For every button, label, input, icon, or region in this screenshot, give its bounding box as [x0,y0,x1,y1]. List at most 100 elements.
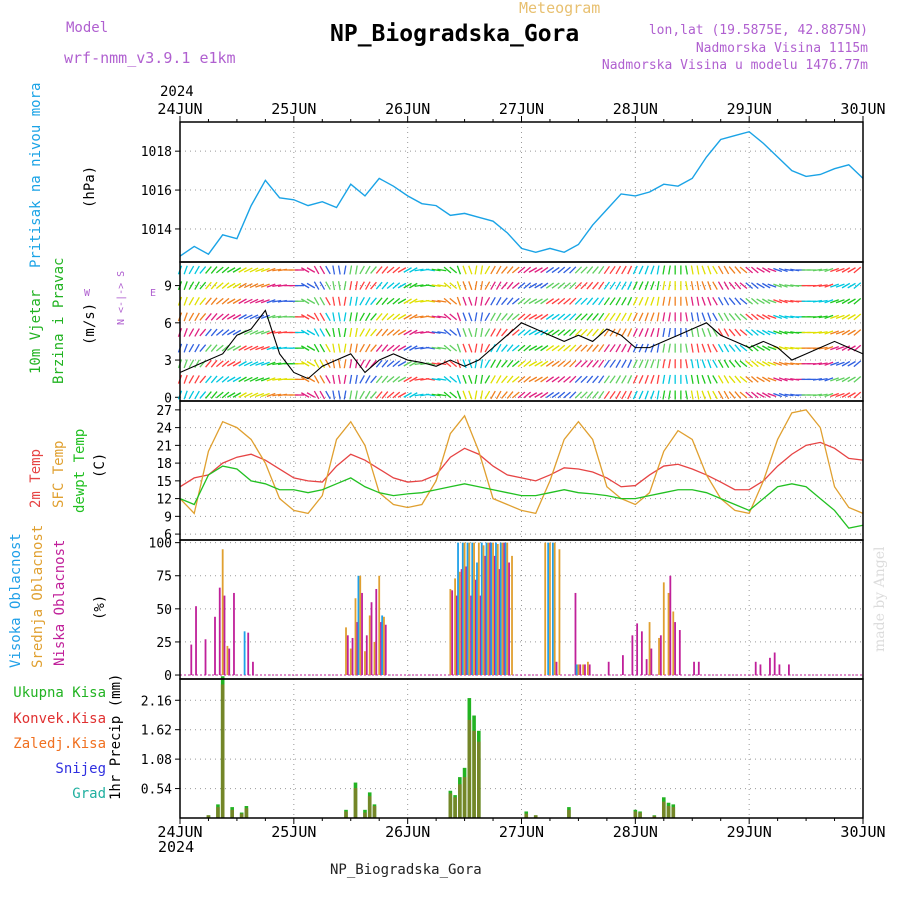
wind-arrow [615,328,622,337]
wind-arrow [375,359,383,368]
y-tick-label: 1018 [141,145,172,160]
wind-arrow [232,345,242,351]
wind-arrow [627,296,633,306]
wind-arrow [603,390,610,400]
lonlat-text: lon,lat (19.5875E, 42.8875N) [648,23,868,38]
wind-arrow [574,328,583,337]
wind-arrow [812,268,823,272]
wind-arrow [580,391,588,399]
wind-arrow [563,391,571,399]
wind-arrow [668,265,671,275]
conv-precip-bar [661,801,666,818]
high-cloud-bar [504,542,507,676]
wind-arrow [199,328,207,337]
wind-arrow [199,281,207,290]
wind-arrow [365,359,371,368]
wind-arrow [773,283,783,288]
wind-arrow [359,281,365,290]
wind-arrow [210,328,218,337]
wind-arrow [534,392,543,398]
wind-arrow [365,297,371,306]
wind-arrow [194,328,200,337]
wind-arrow [337,312,341,322]
wind-arrow [517,313,526,321]
wind-arrow [750,282,759,290]
wind-arrow [332,343,336,353]
wind-arrow [528,282,538,289]
wind-arrow [734,344,742,352]
mid-cloud-bar [449,588,452,676]
wind-arrow [534,360,543,367]
wind-arrow [381,281,389,290]
mid-cloud-bar [587,661,589,676]
wind-arrow [194,390,200,400]
conv-precip-bar [462,777,467,818]
wind-arrow [750,375,759,383]
wind-arrow [243,267,253,273]
wind-arrow [319,297,326,306]
wind-arrow [392,375,401,383]
wind-arrow [696,390,700,400]
wind-arrow [728,359,736,368]
mid-cloud-bar [582,664,585,676]
low-cloud-bar [574,592,577,676]
wind-arrow [812,315,823,319]
mid-cloud-bar [477,542,480,676]
wind-arrow [644,312,649,322]
wind-arrow [662,359,666,369]
wind-arrow [332,390,336,400]
wind-arrow [381,297,389,306]
wind-arrow [540,282,549,289]
wind-arrow [392,266,401,274]
wind-arrow [501,281,508,290]
wind-arrow [734,391,742,399]
wind-arrow [835,345,845,351]
wind-arrow [569,313,577,321]
wind-arrow [313,265,320,275]
wind-arrow [517,391,526,399]
wind-arrow [569,360,577,368]
wind-arrow [392,391,401,399]
wind-arrow [300,360,310,367]
wind-arrow [325,312,331,322]
wind-arrow [551,313,560,320]
wind-arrow [249,392,259,398]
wind-arrow [381,359,389,368]
wind-arrow [818,268,828,272]
wind-arrow [392,344,401,352]
wind-arrow [495,328,502,337]
wind-arrow [847,360,856,367]
wind-arrow [621,375,627,384]
wind-arrow [627,390,633,400]
wind-arrow [414,393,424,397]
conv-precip-bar [477,741,481,818]
wind-arrow [506,359,514,368]
wind-arrow [824,267,834,273]
wind-arrow [569,328,577,337]
wind-arrow [449,391,458,399]
wind-arrow [668,374,671,384]
wind-arrow [668,281,671,291]
wind-arrow [425,331,435,334]
wind-arrow [403,329,412,336]
wind-arrow [232,392,242,398]
wind-arrow [349,374,353,384]
wind-arrow [238,376,247,383]
wind-arrow [569,344,577,352]
wind-arrow [409,282,418,289]
wind-arrow [609,328,616,337]
wind-arrow [359,265,365,275]
wind-arrow [778,377,788,382]
wind-arrow [511,344,520,352]
wind-arrow [830,361,839,366]
low-cloud-bar [365,635,368,676]
mid-cloud-bar [378,575,381,676]
wind-arrow [615,312,622,322]
wind-arrow [474,296,478,306]
wind-arrow [847,345,856,351]
wind-arrow [750,266,759,274]
x-day-label-top: 29JUN [727,100,772,118]
low-cloud-bar [759,664,762,676]
wind-arrow [210,359,218,368]
wind-arrow [370,375,377,384]
